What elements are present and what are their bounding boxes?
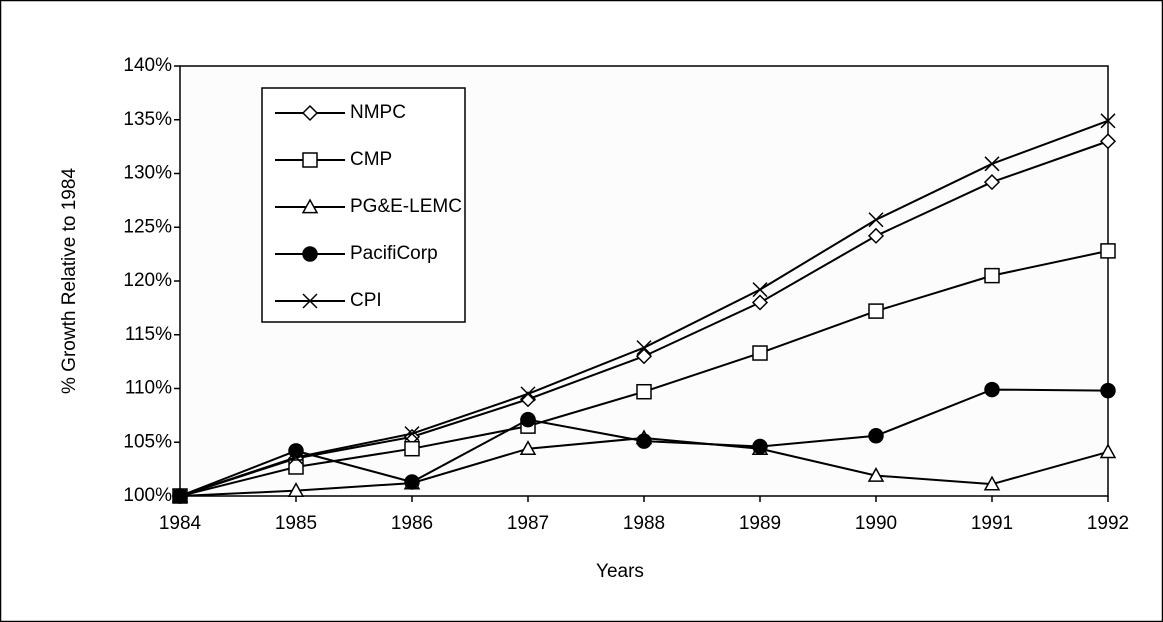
marker xyxy=(984,381,1000,398)
y-tick-label: 115% xyxy=(125,324,172,345)
marker xyxy=(520,411,536,428)
x-tick-label: 1991 xyxy=(971,513,1013,534)
marker xyxy=(984,156,1000,172)
legend-label: NMPC xyxy=(350,102,406,123)
y-tick-label: 135% xyxy=(123,109,172,130)
x-tick-label: 1992 xyxy=(1087,513,1129,534)
marker xyxy=(984,267,1000,284)
marker xyxy=(868,303,884,319)
marker xyxy=(301,104,319,122)
marker xyxy=(1100,382,1116,399)
legend-label: PacifiCorp xyxy=(350,243,438,264)
x-tick-label: 1985 xyxy=(275,513,317,534)
marker xyxy=(287,482,305,497)
marker xyxy=(751,294,769,311)
marker xyxy=(172,488,188,504)
y-tick-label: 140% xyxy=(123,55,172,76)
marker xyxy=(1099,133,1117,150)
marker xyxy=(983,475,1001,491)
x-tick-label: 1987 xyxy=(507,513,549,534)
x-tick-label: 1984 xyxy=(159,513,202,534)
x-tick-label: 1986 xyxy=(391,513,433,534)
legend xyxy=(261,87,466,323)
marker xyxy=(520,386,536,402)
marker xyxy=(404,440,420,457)
marker xyxy=(302,293,318,309)
marker xyxy=(288,449,304,465)
marker xyxy=(983,174,1001,191)
marker xyxy=(636,433,652,449)
marker xyxy=(752,282,768,298)
marker xyxy=(301,198,319,214)
x-axis-label: Years xyxy=(596,561,644,582)
y-tick-label: 125% xyxy=(123,216,172,237)
marker xyxy=(288,459,304,475)
marker xyxy=(1100,243,1116,259)
y-tick-label: 105% xyxy=(123,431,172,452)
marker xyxy=(1099,443,1117,459)
y-tick-label: 120% xyxy=(123,270,172,291)
marker xyxy=(636,383,652,400)
y-axis-label: % Growth Relative to 1984 xyxy=(59,168,80,394)
marker xyxy=(868,212,884,228)
marker xyxy=(302,246,318,262)
legend-label: PG&E-LEMC xyxy=(350,196,462,217)
y-tick-label: 110% xyxy=(125,378,172,399)
marker xyxy=(519,440,537,456)
x-tick-label: 1989 xyxy=(739,513,781,534)
marker xyxy=(635,348,653,365)
legend-label: CMP xyxy=(350,149,392,170)
marker xyxy=(404,426,420,442)
marker xyxy=(867,227,885,244)
marker xyxy=(868,428,884,444)
x-tick-label: 1990 xyxy=(855,513,897,534)
x-tick-label: 1988 xyxy=(623,513,665,534)
marker xyxy=(752,438,768,455)
marker xyxy=(867,467,885,482)
legend-label: CPI xyxy=(350,290,382,311)
marker xyxy=(404,474,420,490)
marker xyxy=(636,340,652,356)
marker xyxy=(1100,113,1116,129)
y-tick-label: 100% xyxy=(123,485,172,506)
y-tick-label: 130% xyxy=(123,163,172,184)
marker xyxy=(752,345,768,361)
marker xyxy=(302,152,318,168)
